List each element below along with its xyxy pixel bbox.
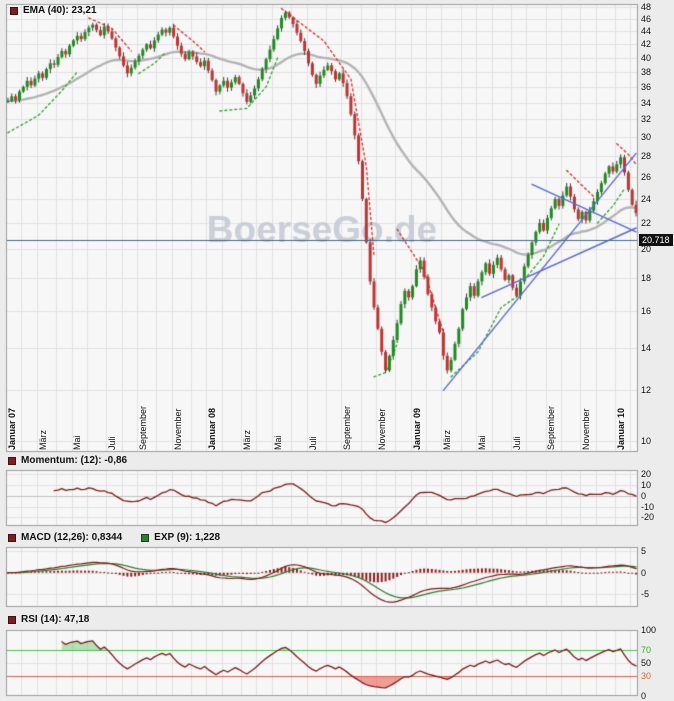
- current-price-tag: 20.718: [639, 234, 673, 246]
- legend-momentum-label: Momentum: (12): -0,86: [21, 455, 128, 466]
- exp-swatch-icon: [141, 533, 150, 542]
- legend-ema: EMA (40): 23,21: [10, 5, 97, 16]
- legend-macd-group: MACD (12,26): 0,8344: [8, 532, 122, 543]
- legend-ema-label: EMA (40): 23,21: [23, 5, 97, 16]
- momentum-swatch-icon: [8, 456, 16, 465]
- legend-exp-label: EXP (9): 1,228: [154, 532, 221, 543]
- ema-swatch-icon: [10, 6, 18, 15]
- legend-momentum: Momentum: (12): -0,86: [8, 455, 127, 466]
- rsi-swatch-icon: [8, 615, 16, 624]
- legend-exp-group: EXP (9): 1,228: [141, 532, 220, 543]
- legend-macd-label: MACD (12,26): 0,8344: [21, 532, 123, 543]
- legend-macd: MACD (12,26): 0,8344 EXP (9): 1,228: [8, 532, 234, 543]
- legend-rsi: RSI (14): 47,18: [8, 614, 89, 625]
- legend-rsi-label: RSI (14): 47,18: [21, 614, 90, 625]
- macd-swatch-icon: [8, 533, 16, 542]
